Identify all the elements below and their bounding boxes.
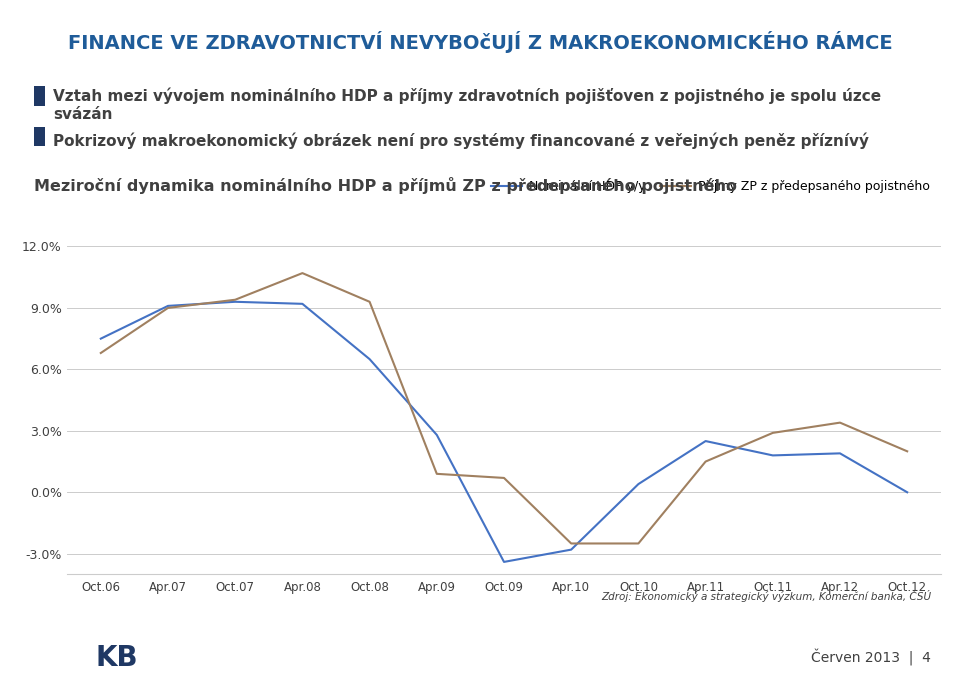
Legend: Nominální HDP y/y, Příjmy ZP z předepsaného pojistného: Nominální HDP y/y, Příjmy ZP z předepsan… (486, 175, 934, 198)
Bar (29, 651, 82, 668)
Text: FINANCE VE ZDRAVOTNICTVÍ NEVYBOčUJÍ Z MAKROEKONOMICKÉHO RÁMCE: FINANCE VE ZDRAVOTNICTVÍ NEVYBOčUJÍ Z MA… (68, 31, 892, 54)
Text: Meziroční dynamika nominálního HDP a příjmů ZP z předepsaného pojistného: Meziroční dynamika nominálního HDP a pří… (34, 177, 736, 194)
Text: KB: KB (96, 644, 138, 672)
Text: Červen 2013  |  4: Červen 2013 | 4 (811, 649, 931, 666)
Text: Zdroj: Ekonomický a strategický výzkum, Komerční banka, ČSÚ: Zdroj: Ekonomický a strategický výzkum, … (601, 590, 931, 602)
Text: Pokrizový makroekonomický obrázek není pro systémy financované z veřejných peněz: Pokrizový makroekonomický obrázek není p… (53, 132, 869, 149)
Text: Vztah mezi vývojem nominálního HDP a příjmy zdravotních pojišťoven z pojistného : Vztah mezi vývojem nominálního HDP a pří… (53, 87, 881, 122)
